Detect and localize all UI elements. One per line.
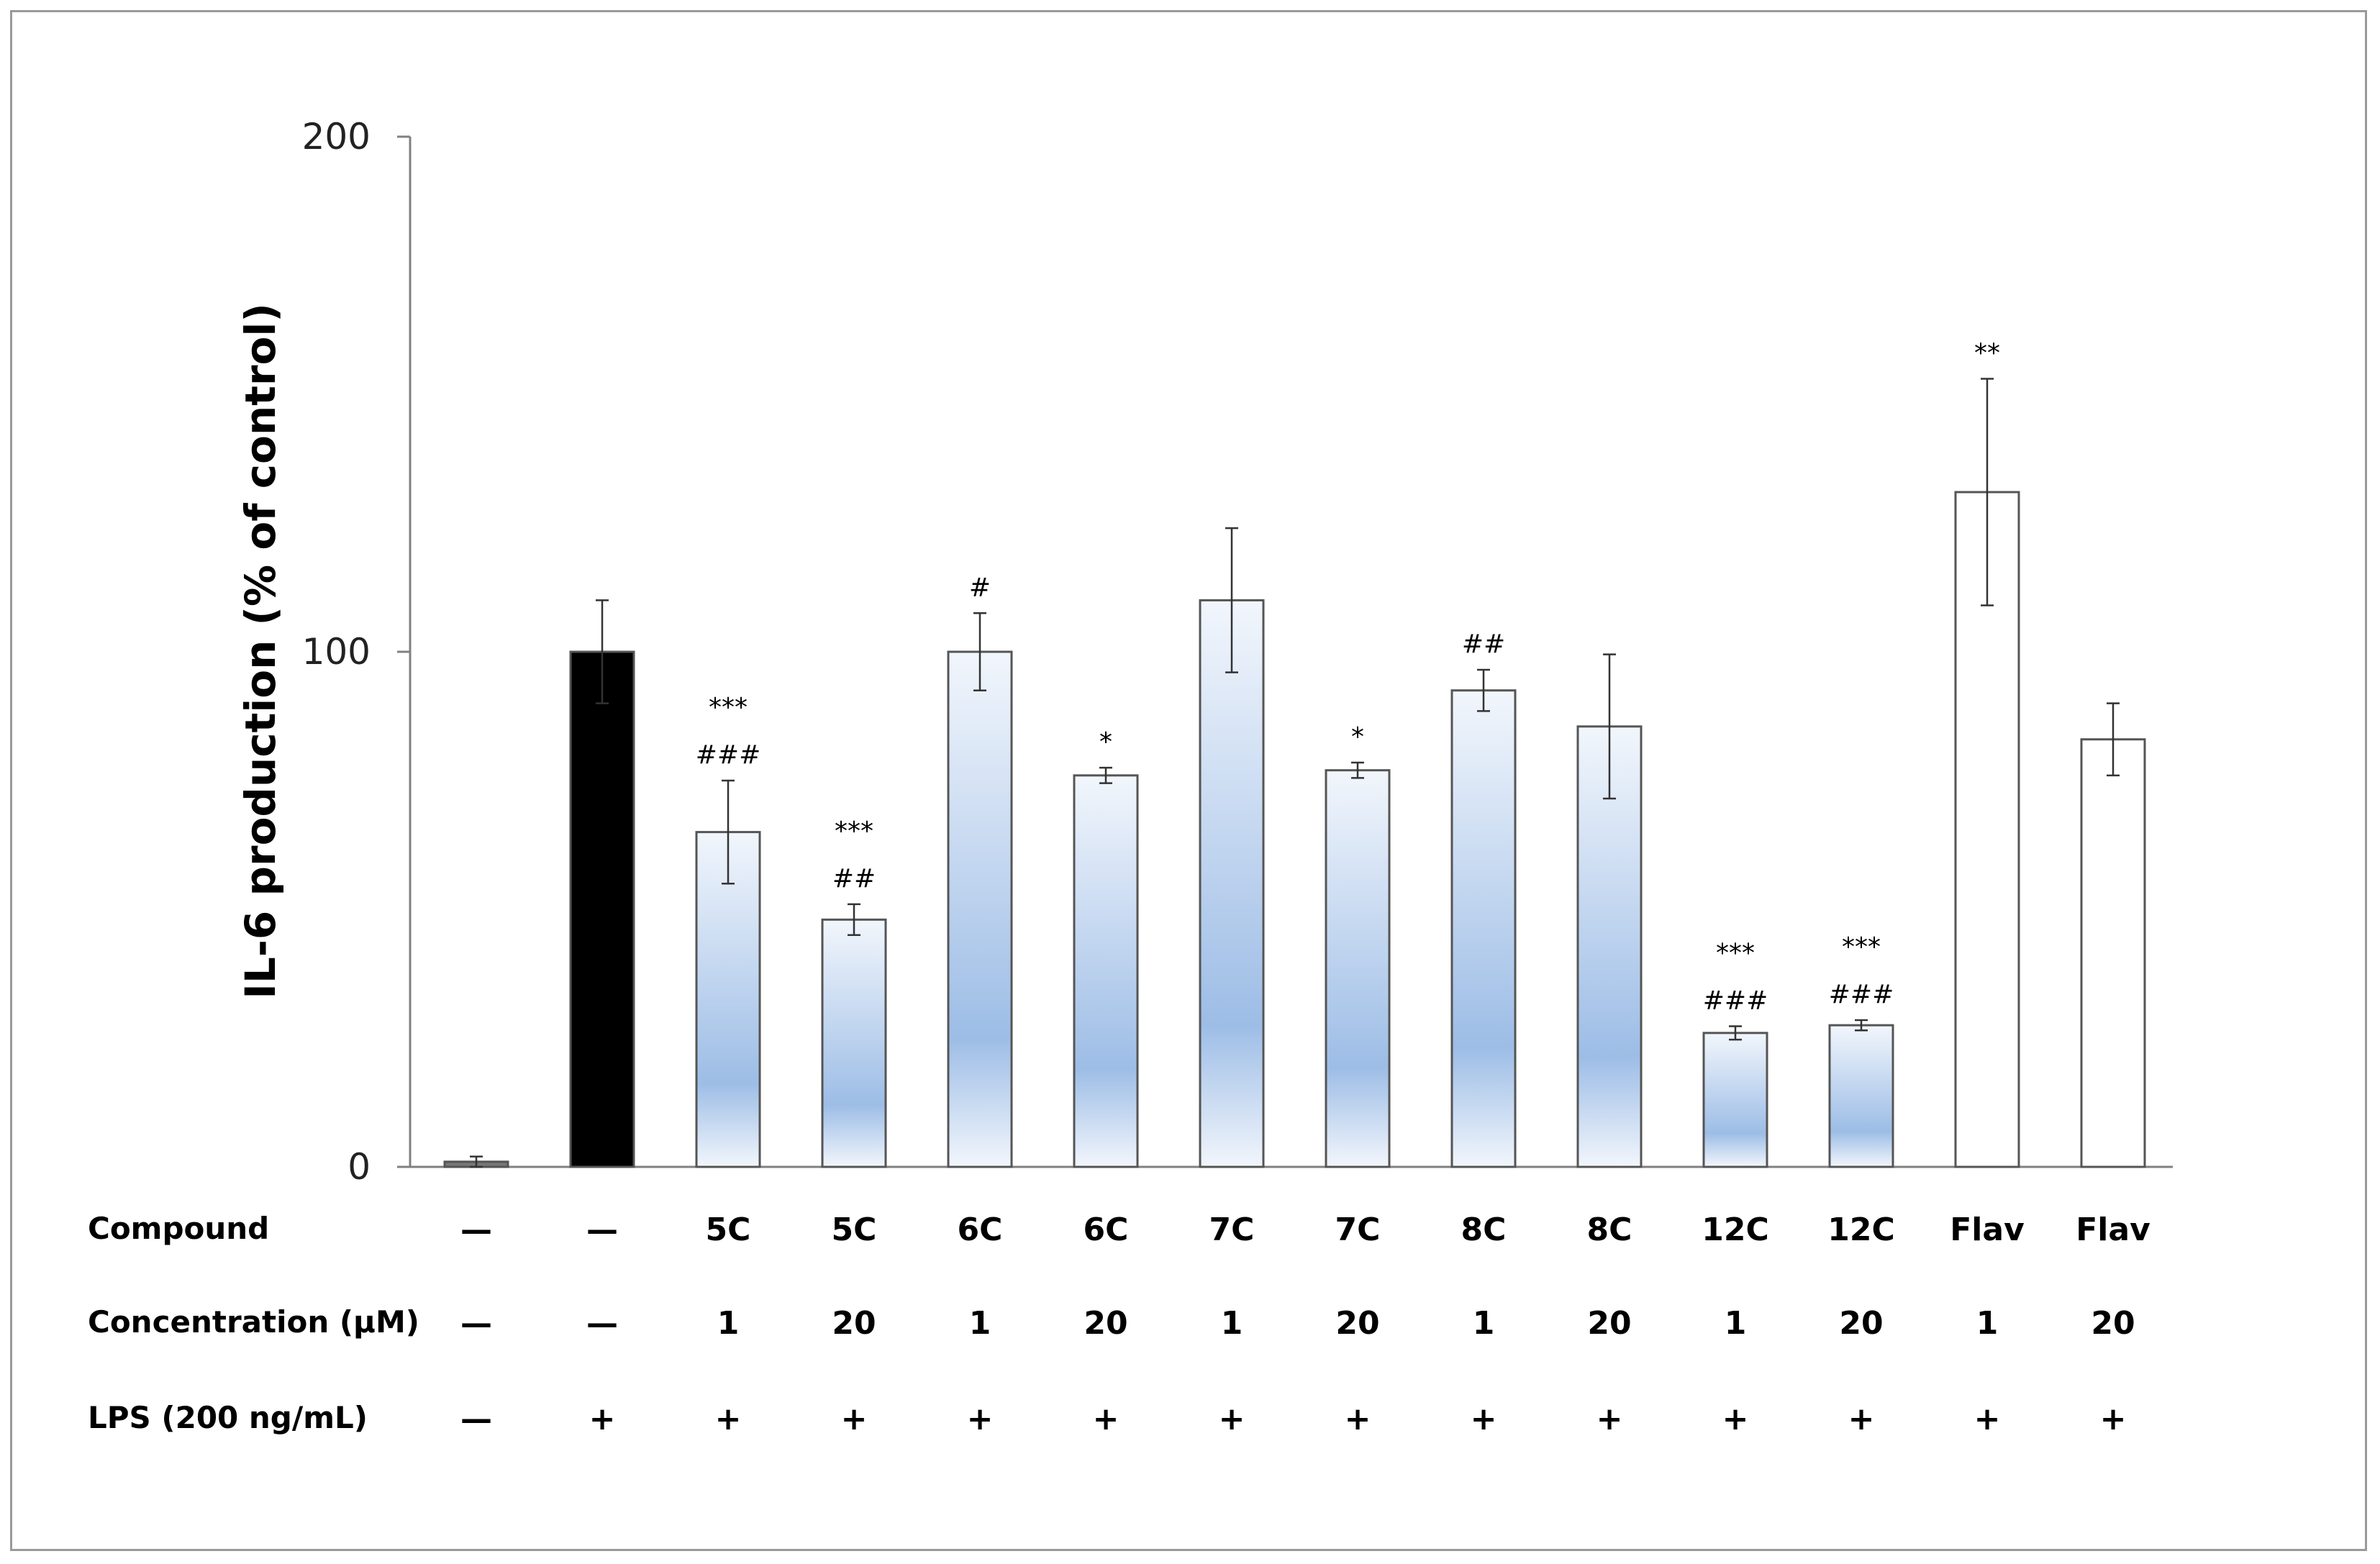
table-cell: 8C <box>1587 1211 1632 1248</box>
table-cell: 1 <box>1221 1305 1243 1342</box>
table-cell: + <box>1596 1401 1623 1437</box>
bar <box>1576 725 1643 1168</box>
table-cell: + <box>2100 1401 2127 1437</box>
bar <box>1199 599 1265 1168</box>
table-cell: + <box>1848 1401 1875 1437</box>
bar <box>1073 774 1139 1168</box>
table-cell: 20 <box>1587 1305 1631 1342</box>
table-cell: 1 <box>969 1305 991 1342</box>
bar <box>1325 769 1391 1168</box>
table-cell: 20 <box>2091 1305 2135 1342</box>
table-cell: Flav <box>2076 1211 2150 1248</box>
bar <box>695 831 761 1168</box>
table-cell: + <box>967 1401 994 1437</box>
table-cell: 7C <box>1209 1211 1255 1248</box>
table-cell: — <box>586 1305 618 1342</box>
significance-mark: ### <box>1829 980 1894 1009</box>
table-cell: + <box>1471 1401 1497 1437</box>
table-cell: + <box>1219 1401 1245 1437</box>
table-row-label: Concentration (μM) <box>88 1304 419 1340</box>
table-cell: 5C <box>832 1211 877 1248</box>
table-row-label: LPS (200 ng/mL) <box>88 1400 368 1435</box>
table-cell: + <box>715 1401 742 1437</box>
significance-mark: ### <box>696 740 761 770</box>
table-cell: + <box>1974 1401 2001 1437</box>
table-cell: 6C <box>958 1211 1003 1248</box>
significance-mark: ## <box>1462 629 1505 659</box>
table-cell: + <box>589 1401 616 1437</box>
y-tick-label: 100 <box>302 631 371 673</box>
table-cell: 1 <box>717 1305 740 1342</box>
table-cell: 12C <box>1702 1211 1769 1248</box>
table-cell: + <box>1345 1401 1371 1437</box>
y-axis-title: IL-6 production (% of control) <box>236 303 285 999</box>
significance-mark: *** <box>1842 932 1881 962</box>
table-cell: — <box>460 1305 492 1342</box>
y-tick-label: 200 <box>302 116 371 158</box>
table-cell: 7C <box>1335 1211 1381 1248</box>
bar <box>2080 738 2146 1168</box>
significance-mark: * <box>1351 722 1364 752</box>
table-cell: — <box>460 1211 492 1248</box>
table-cell: 6C <box>1084 1211 1129 1248</box>
table-cell: 5C <box>706 1211 751 1248</box>
table-cell: 20 <box>1084 1305 1127 1342</box>
table-cell: — <box>586 1211 618 1248</box>
significance-mark: *** <box>709 693 748 722</box>
table-cell: + <box>1093 1401 1119 1437</box>
bar <box>1702 1032 1768 1168</box>
bar <box>1828 1024 1894 1168</box>
table-cell: 1 <box>1976 1305 1999 1342</box>
significance-mark: # <box>969 573 991 602</box>
table-row-label: Compound <box>88 1211 269 1246</box>
table-cell: 20 <box>1839 1305 1883 1342</box>
significance-mark: ## <box>832 864 876 894</box>
bar <box>821 918 887 1168</box>
significance-mark: *** <box>835 817 873 846</box>
table-cell: 20 <box>1335 1305 1379 1342</box>
y-tick-label: 0 <box>348 1146 371 1188</box>
table-cell: 1 <box>1725 1305 1747 1342</box>
table-cell: 8C <box>1461 1211 1507 1248</box>
bar <box>569 650 635 1168</box>
bar <box>947 650 1013 1168</box>
significance-mark: *** <box>1716 939 1755 968</box>
significance-mark: * <box>1099 727 1112 757</box>
table-cell: 12C <box>1827 1211 1895 1248</box>
table-cell: 20 <box>832 1305 876 1342</box>
table-cell: + <box>841 1401 868 1437</box>
table-cell: 1 <box>1473 1305 1495 1342</box>
bar <box>1450 689 1517 1168</box>
table-cell: — <box>460 1401 492 1437</box>
table-cell: + <box>1722 1401 1749 1437</box>
significance-mark: ** <box>1974 339 2000 368</box>
significance-mark: ### <box>1703 986 1768 1016</box>
table-cell: Flav <box>1950 1211 2025 1248</box>
